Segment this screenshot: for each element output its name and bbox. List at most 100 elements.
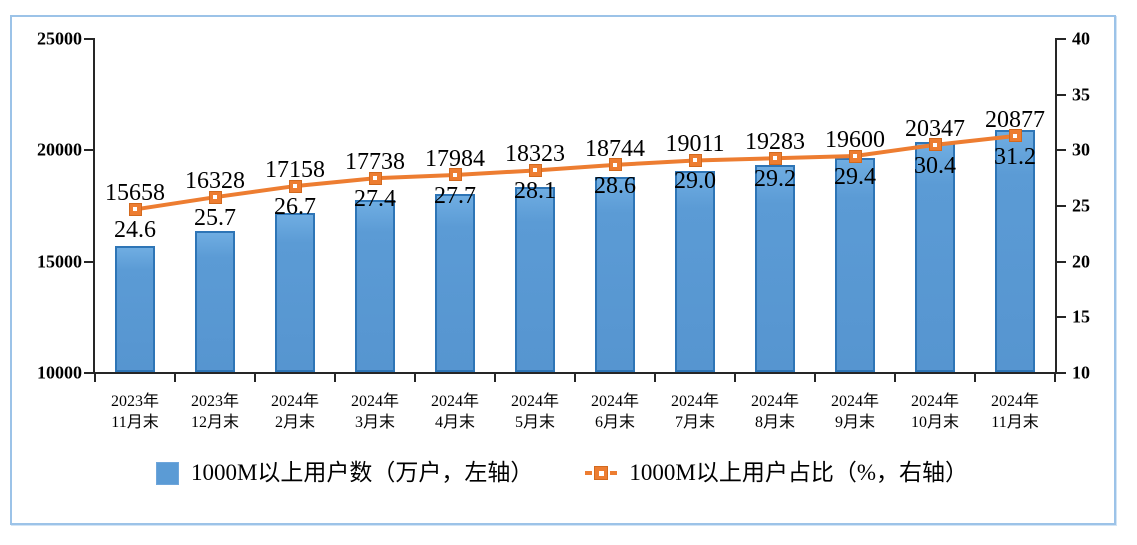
legend-item-bar-series: 1000M以上用户数（万户，左轴） <box>155 459 533 487</box>
x-axis-category-label: 2024年 7月末 <box>670 393 719 431</box>
bar <box>915 141 955 372</box>
y-axis-right-tick <box>1057 38 1066 40</box>
bar-value-label: 18323 <box>505 141 565 168</box>
x-axis-category-label: 2023年 12月末 <box>190 393 239 431</box>
bar <box>995 129 1035 372</box>
y-axis-left-tick-label: 15000 <box>37 251 82 272</box>
y-axis-left-tick <box>84 372 93 374</box>
y-axis-right-tick-label: 10 <box>1072 362 1090 383</box>
line-marker <box>1008 129 1022 143</box>
legend: 1000M以上用户数（万户，左轴） 1000M以上用户占比（%，右轴） <box>10 459 1114 487</box>
line-percent-label: 29.4 <box>834 164 876 190</box>
y-axis-right-tick-label: 40 <box>1072 28 1090 49</box>
y-axis-left-line <box>93 38 95 372</box>
line-percent-label: 29.0 <box>674 168 716 195</box>
x-axis-tick <box>894 374 896 382</box>
bar-value-label: 17984 <box>425 145 485 172</box>
line-marker <box>448 168 462 182</box>
bar <box>595 177 635 372</box>
x-axis-category-label: 2023年 11月末 <box>110 393 159 431</box>
line-marker <box>928 138 942 152</box>
line-percent-label: 28.6 <box>594 172 636 199</box>
line-percent-label: 29.2 <box>754 166 796 193</box>
y-axis-left-tick-label: 25000 <box>37 28 82 49</box>
y-axis-left-tick-label: 20000 <box>37 139 82 160</box>
bar <box>275 212 315 372</box>
y-axis-left-tick <box>84 38 93 40</box>
x-axis-category-label: 2024年 6月末 <box>590 393 639 431</box>
line-percent-label: 26.7 <box>274 194 316 221</box>
x-axis-tick <box>734 374 736 382</box>
y-axis-right-tick-label: 25 <box>1072 195 1090 216</box>
bar-value-label: 19283 <box>745 129 805 156</box>
x-axis-tick <box>334 374 336 382</box>
line-percent-label: 30.4 <box>914 152 956 179</box>
x-axis-tick <box>814 374 816 382</box>
line-marker <box>368 171 382 185</box>
x-axis-category-label: 2024年 4月末 <box>430 393 479 431</box>
line-marker-icon <box>594 466 609 480</box>
x-axis-tick <box>1054 374 1056 382</box>
bar <box>355 199 395 372</box>
bar-value-label: 19011 <box>665 131 725 158</box>
bar <box>675 171 715 372</box>
x-axis-tick <box>574 374 576 382</box>
y-axis-left-tick <box>84 149 93 152</box>
y-axis-right-tick <box>1057 149 1066 152</box>
x-axis-category-label: 2024年 5月末 <box>510 393 559 431</box>
bar-series-swatch-icon <box>155 461 179 485</box>
y-axis-right-tick-label: 30 <box>1072 139 1090 160</box>
bar-value-label: 16328 <box>185 168 245 195</box>
y-axis-right-tick <box>1057 316 1066 319</box>
x-axis-category-label: 2024年 2月末 <box>270 393 319 431</box>
x-axis-tick <box>494 374 496 382</box>
line-marker <box>848 149 862 163</box>
bar-value-label: 20877 <box>985 106 1045 133</box>
x-axis-category-label: 2024年 8月末 <box>750 393 799 431</box>
x-axis-tick <box>174 374 176 382</box>
y-axis-right-tick <box>1057 205 1066 207</box>
line-marker <box>688 153 702 167</box>
line-percent-label: 31.2 <box>994 143 1036 170</box>
x-axis-line <box>93 372 1057 374</box>
line-percent-label: 27.4 <box>354 186 396 213</box>
y-axis-right-tick <box>1057 93 1066 96</box>
x-axis-tick <box>254 374 256 382</box>
y-axis-right-tick-label: 15 <box>1072 306 1090 327</box>
line-marker <box>768 151 782 165</box>
line-dash-icon <box>610 471 618 475</box>
x-axis-category-label: 2024年 3月末 <box>350 393 399 431</box>
line-dash-icon <box>585 471 593 475</box>
x-axis-category-label: 2024年 9月末 <box>830 393 879 431</box>
bar-value-label: 19600 <box>825 127 885 153</box>
bar <box>515 186 555 372</box>
y-axis-right-tick <box>1057 372 1066 374</box>
bar-value-label: 17158 <box>265 157 325 184</box>
y-axis-left-tick-label: 10000 <box>37 362 82 383</box>
y-axis-right-tick <box>1057 260 1066 263</box>
line-series-swatch-icon <box>585 466 618 480</box>
x-axis-tick <box>414 374 416 382</box>
x-axis-tick <box>974 374 976 382</box>
line-marker <box>128 202 142 216</box>
x-axis-category-label: 2024年 11月末 <box>990 393 1039 431</box>
legend-label-line-series: 1000M以上用户占比（%，右轴） <box>629 460 969 485</box>
legend-item-line-series: 1000M以上用户占比（%，右轴） <box>585 459 968 487</box>
y-axis-left-tick <box>84 260 93 263</box>
x-axis-category-label: 2024年 10月末 <box>910 393 959 431</box>
y-axis-right-tick-label: 35 <box>1072 84 1090 105</box>
line-percent-label: 25.7 <box>194 205 236 232</box>
x-axis-tick <box>654 374 656 382</box>
line-percent-label: 27.7 <box>434 182 476 209</box>
bar-value-label: 20347 <box>905 115 965 142</box>
bar <box>195 231 235 372</box>
line-marker <box>288 179 302 193</box>
line-percent-label: 28.1 <box>514 178 556 205</box>
y-axis-right-line <box>1055 38 1057 372</box>
bar <box>835 158 875 372</box>
line-marker <box>608 158 622 172</box>
bar <box>435 194 475 372</box>
